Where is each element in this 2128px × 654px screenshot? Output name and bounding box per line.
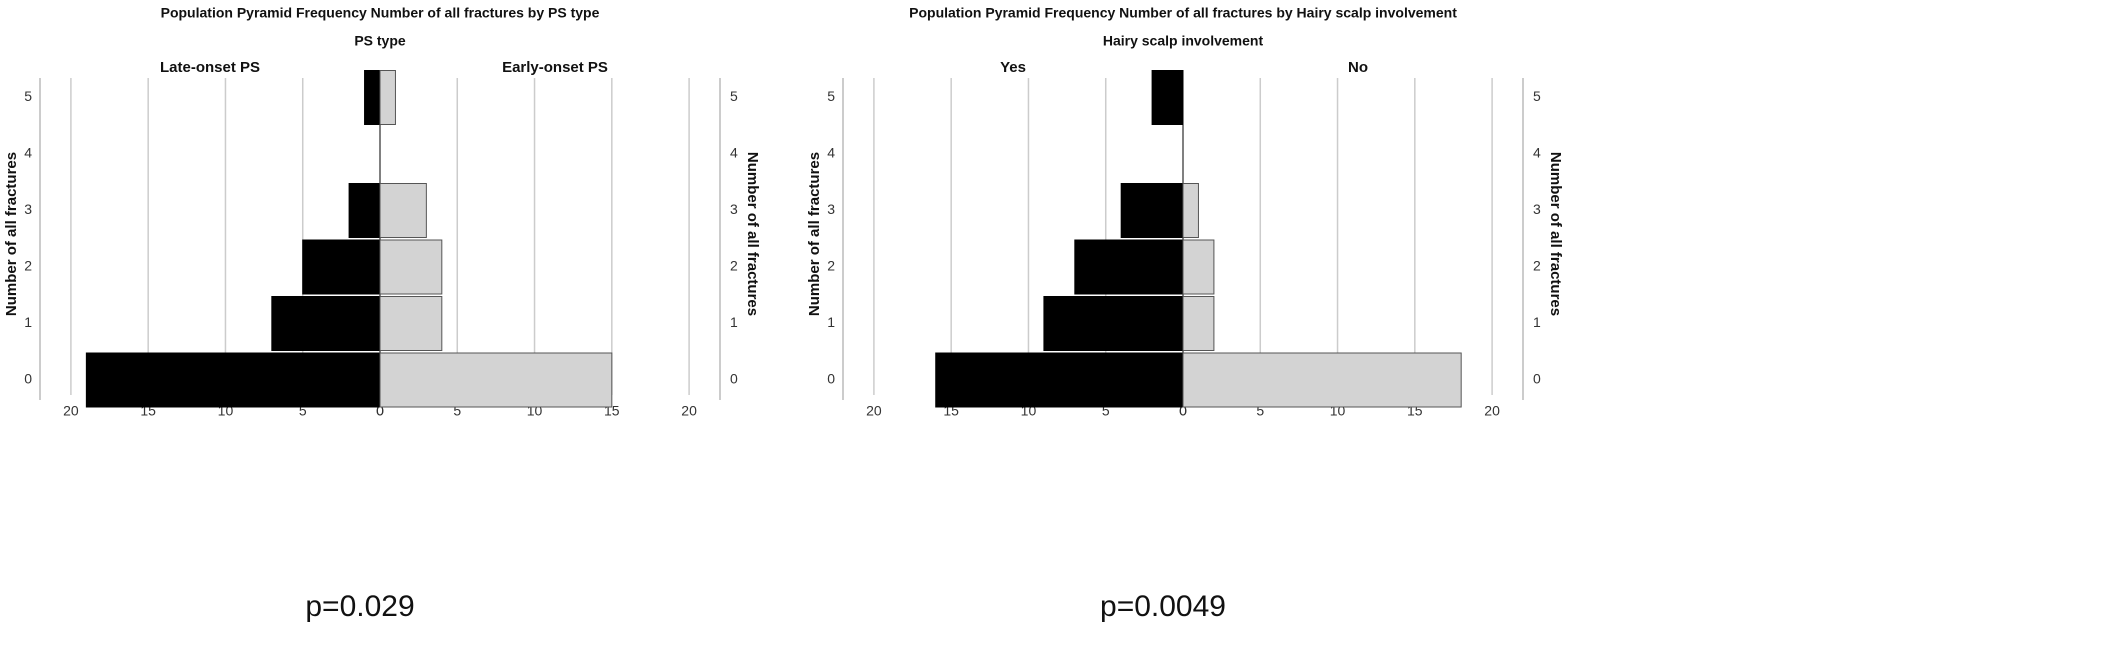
y-tick-label: 5	[24, 88, 32, 104]
y-axis-label: Number of all fractures	[1547, 152, 1564, 316]
y-tick-label: 1	[827, 314, 835, 330]
y-axis-label: Number of all fractures	[806, 152, 823, 316]
bar	[935, 352, 1184, 408]
chart-subtitle: PS type	[354, 33, 406, 49]
bar	[1120, 183, 1184, 238]
bar	[271, 296, 381, 351]
bar	[302, 239, 381, 295]
x-tick-label: 5	[1256, 403, 1264, 419]
y-axis-label: Number of all fractures	[744, 152, 761, 316]
x-tick-label: 5	[1102, 403, 1110, 419]
x-tick-label: 0	[1179, 403, 1187, 419]
bar	[379, 183, 427, 238]
y-tick-label: 0	[1533, 371, 1541, 387]
bar	[379, 352, 613, 408]
bar	[1182, 239, 1215, 295]
x-tick-label: 0	[376, 403, 384, 419]
bar	[1182, 296, 1215, 351]
legend-right: Early-onset PS	[502, 59, 608, 76]
y-tick-label: 5	[827, 88, 835, 104]
x-tick-label: 20	[866, 403, 882, 419]
y-tick-label: 1	[730, 314, 738, 330]
y-tick-label: 1	[1533, 314, 1541, 330]
chart-title: Population Pyramid Frequency Number of a…	[161, 5, 600, 21]
x-tick-label: 20	[681, 403, 697, 419]
y-tick-label: 0	[827, 371, 835, 387]
x-tick-label: 20	[1484, 403, 1500, 419]
bar	[364, 70, 381, 125]
x-tick-label: 5	[453, 403, 461, 419]
y-tick-label: 2	[24, 258, 32, 274]
x-tick-label: 0	[376, 403, 384, 419]
y-tick-label: 3	[1533, 201, 1541, 217]
chart-subtitle: Hairy scalp involvement	[1103, 33, 1264, 49]
bar	[1151, 70, 1184, 125]
x-tick-label: 20	[63, 403, 79, 419]
y-tick-label: 4	[827, 145, 835, 161]
annotation: p=0.0049	[1100, 590, 1226, 623]
annotation: p=0.029	[305, 590, 414, 623]
x-tick-label: 0	[1179, 403, 1187, 419]
y-tick-label: 5	[730, 88, 738, 104]
y-tick-label: 0	[730, 371, 738, 387]
y-tick-label: 4	[730, 145, 738, 161]
bar	[379, 296, 443, 351]
y-tick-label: 2	[1533, 258, 1541, 274]
bar	[348, 183, 381, 238]
y-tick-label: 5	[1533, 88, 1541, 104]
y-tick-label: 3	[730, 201, 738, 217]
y-tick-label: 1	[24, 314, 32, 330]
bar	[1043, 296, 1184, 351]
y-axis-label: Number of all fractures	[3, 152, 20, 316]
bar	[85, 352, 381, 408]
legend-left: Yes	[1000, 59, 1026, 76]
bar	[1182, 352, 1462, 408]
chart-title: Population Pyramid Frequency Number of a…	[909, 5, 1457, 21]
y-tick-label: 0	[24, 371, 32, 387]
y-tick-label: 3	[24, 201, 32, 217]
bar	[379, 239, 443, 295]
y-tick-label: 4	[1533, 145, 1541, 161]
bar	[1074, 239, 1184, 295]
bar	[1182, 183, 1199, 238]
x-tick-label: 5	[299, 403, 307, 419]
legend-left: Late-onset PS	[160, 59, 260, 76]
y-tick-label: 3	[827, 201, 835, 217]
legend-right: No	[1348, 59, 1368, 76]
bar	[379, 70, 396, 125]
y-tick-label: 2	[730, 258, 738, 274]
y-tick-label: 2	[827, 258, 835, 274]
y-tick-label: 4	[24, 145, 32, 161]
